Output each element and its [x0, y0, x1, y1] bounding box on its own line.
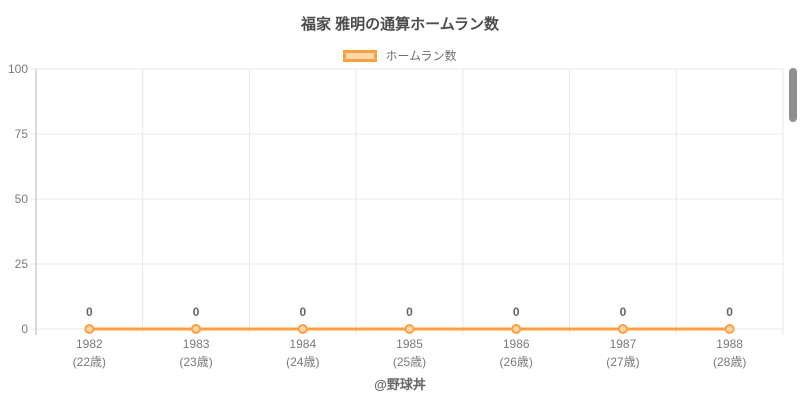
y-tick-label: 25: [15, 257, 29, 271]
watermark: @野球丼: [374, 377, 426, 392]
data-point-label: 0: [86, 305, 93, 319]
x-tick-year: 1983: [183, 337, 210, 351]
x-tick-year: 1982: [76, 337, 103, 351]
scrollbar-thumb[interactable]: [789, 68, 797, 122]
data-point-label: 0: [620, 305, 627, 319]
data-point-marker: [84, 324, 95, 334]
y-tick-label: 75: [15, 127, 29, 141]
x-tick-year: 1986: [503, 337, 530, 351]
x-tick-year: 1984: [289, 337, 316, 351]
x-tick-age: (26歳): [500, 355, 533, 369]
data-point-marker: [297, 324, 308, 334]
legend[interactable]: ホームラン数: [0, 47, 800, 64]
chart-title: 福家 雅明の通算ホームラン数: [301, 16, 499, 33]
x-tick-age: (23歳): [179, 355, 212, 369]
y-tick-label: 0: [21, 322, 28, 336]
data-point-marker: [191, 324, 202, 334]
y-tick-label: 100: [8, 62, 28, 76]
x-tick-age: (25歳): [393, 355, 426, 369]
x-tick-age: (24歳): [286, 355, 319, 369]
data-point-label: 0: [193, 305, 200, 319]
x-tick-age: (28歳): [713, 355, 746, 369]
data-point-label: 0: [406, 305, 413, 319]
data-point-marker: [511, 324, 522, 334]
x-tick-age: (22歳): [73, 355, 106, 369]
data-point-label: 0: [513, 305, 520, 319]
data-point-label: 0: [299, 305, 306, 319]
legend-swatch-homeruns: [343, 49, 378, 62]
x-tick-year: 1987: [610, 337, 637, 351]
x-tick-year: 1988: [716, 337, 743, 351]
data-point-marker: [404, 324, 415, 334]
legend-label: ホームラン数: [385, 49, 457, 63]
data-point-label: 0: [726, 305, 733, 319]
x-tick-age: (27歳): [606, 355, 639, 369]
x-tick-year: 1985: [396, 337, 423, 351]
data-point-marker: [724, 324, 735, 334]
y-tick-label: 50: [15, 192, 29, 206]
data-point-marker: [617, 324, 628, 334]
